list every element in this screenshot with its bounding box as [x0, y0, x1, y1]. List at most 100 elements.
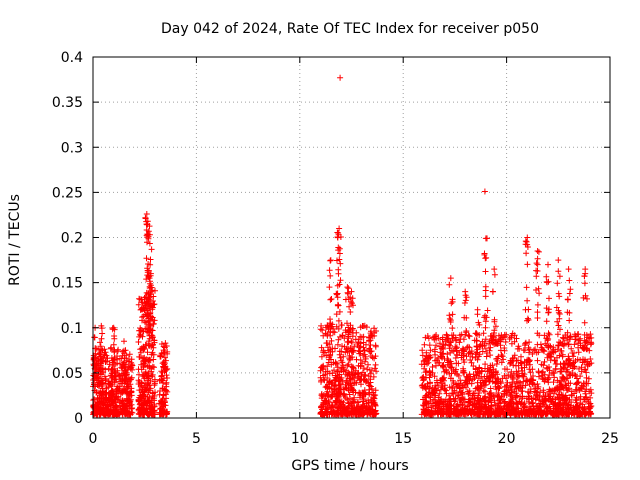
data-point: [340, 410, 347, 417]
data-point: [462, 297, 469, 304]
data-point: [163, 372, 170, 379]
data-point: [474, 356, 481, 363]
data-point: [150, 298, 156, 304]
data-point: [431, 336, 438, 343]
data-point: [493, 361, 500, 367]
data-point: [348, 288, 355, 295]
data-point: [352, 379, 359, 386]
data-point: [424, 333, 431, 339]
data-point: [419, 347, 426, 354]
data-point: [532, 385, 539, 392]
data-point: [533, 260, 540, 267]
data-point: [494, 411, 501, 417]
data-point: [114, 404, 120, 411]
data-point: [494, 393, 501, 400]
data-point: [443, 331, 450, 338]
data-point: [100, 400, 107, 407]
data-point: [566, 277, 573, 284]
data-point: [505, 372, 512, 378]
data-point: [161, 344, 168, 351]
data-point: [360, 352, 367, 359]
data-point: [360, 365, 367, 372]
data-point: [348, 363, 355, 370]
data-point: [469, 353, 476, 360]
data-point: [437, 349, 444, 356]
data-point: [472, 409, 478, 416]
data-point: [121, 338, 127, 345]
data-point: [492, 401, 499, 408]
data-point: [476, 398, 483, 405]
data-point: [491, 397, 498, 404]
data-point: [140, 371, 147, 378]
data-point: [329, 410, 335, 417]
data-point: [575, 349, 582, 356]
data-point: [552, 365, 559, 372]
data-point: [515, 357, 521, 364]
data-point: [530, 395, 537, 402]
data-point: [440, 346, 447, 352]
data-point: [490, 339, 496, 346]
data-point: [464, 388, 471, 395]
data-point: [538, 411, 545, 418]
data-point: [337, 333, 343, 340]
data-point: [580, 294, 587, 301]
data-point: [507, 360, 513, 367]
data-point: [553, 410, 560, 417]
data-point: [125, 375, 132, 382]
data-point: [551, 369, 558, 376]
data-point: [372, 343, 379, 350]
data-point: [464, 343, 471, 350]
data-point: [533, 287, 539, 293]
x-tick-labels: 0 5 10 15 20 25: [89, 431, 619, 447]
data-point: [147, 261, 154, 268]
data-point: [501, 345, 508, 351]
data-point: [566, 309, 573, 316]
data-point: [539, 347, 546, 354]
data-point: [561, 360, 568, 367]
data-point: [147, 409, 154, 416]
data-point: [128, 389, 135, 396]
data-point: [453, 403, 460, 409]
data-point: [445, 357, 452, 364]
data-point: [337, 260, 344, 267]
data-point: [135, 301, 142, 308]
data-point: [161, 399, 168, 406]
data-point: [362, 391, 369, 398]
data-point: [161, 375, 167, 382]
data-point: [163, 367, 169, 373]
data-point: [149, 363, 156, 370]
data-point: [326, 322, 333, 329]
data-point: [336, 250, 343, 257]
data-point: [544, 391, 551, 397]
data-point: [350, 302, 356, 309]
data-point: [360, 344, 367, 351]
data-point: [119, 377, 126, 384]
data-point: [561, 395, 568, 401]
data-point: [338, 374, 345, 381]
data-point: [502, 339, 509, 345]
data-point: [429, 402, 436, 409]
data-point: [363, 377, 370, 384]
y-tick-label: 0.1: [61, 321, 83, 337]
data-point: [449, 325, 456, 332]
data-point: [544, 354, 551, 361]
data-point: [447, 405, 454, 412]
data-point: [556, 401, 563, 408]
data-point: [135, 406, 142, 413]
data-point: [486, 367, 493, 374]
data-point: [548, 398, 555, 405]
data-point: [322, 371, 329, 378]
data-point: [331, 404, 337, 411]
data-point: [573, 381, 580, 388]
data-point: [104, 402, 111, 409]
data-point: [345, 361, 352, 368]
data-point: [426, 368, 433, 374]
data-point: [372, 387, 379, 394]
data-point: [575, 331, 582, 338]
data-point: [534, 341, 541, 348]
data-point: [581, 319, 588, 326]
data-point: [149, 371, 156, 378]
data-point: [121, 355, 128, 362]
data-point: [545, 261, 551, 268]
data-point: [523, 359, 530, 365]
